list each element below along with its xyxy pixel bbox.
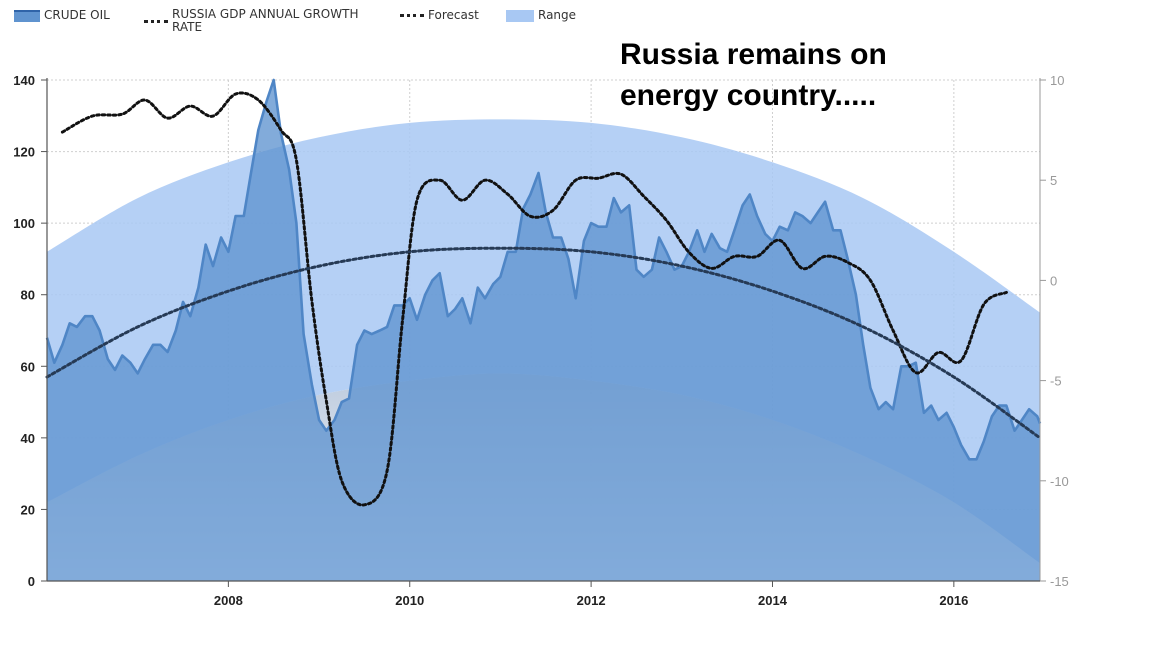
headline-line-1: Russia remains on (620, 38, 887, 71)
y-left-tick-label: 80 (21, 288, 35, 303)
crude-oil-area (47, 80, 1040, 581)
legend-label-gdp: RUSSIA GDP ANNUAL GROWTH RATE (172, 8, 358, 34)
y-right-tick-label: 10 (1050, 73, 1064, 88)
x-tick-label: 2016 (939, 593, 968, 608)
legend-label-gdp-line2: RATE (172, 20, 203, 34)
x-tick-label: 2008 (214, 593, 243, 608)
x-tick-label: 2014 (758, 593, 788, 608)
gdp-swatch (144, 19, 168, 23)
legend-label-range: Range (538, 8, 577, 22)
legend-item-forecast[interactable]: Forecast (400, 8, 479, 22)
legend-item-gdp[interactable]: RUSSIA GDP ANNUAL GROWTH RATE (144, 8, 358, 34)
legend-item-range[interactable]: Range (506, 8, 576, 22)
headline-line-2: energy country..... (620, 79, 877, 112)
y-left-tick-label: 60 (21, 359, 35, 374)
y-right-tick-label: 5 (1050, 173, 1057, 188)
y-right-tick-label: -15 (1050, 574, 1069, 589)
gdp-growth-line (60, 91, 1008, 507)
headline: Russia remains on energy country..... (620, 34, 887, 116)
x-tick-label: 2012 (577, 593, 606, 608)
axes: 0 20 40 60 80 100 120 140 -15 -10 -5 0 5 10 2008 2010 20… (13, 73, 1069, 608)
y-left-tick-label: 100 (13, 216, 35, 231)
legend-item-crude-oil[interactable]: CRUDE OIL (14, 8, 110, 22)
y-right-tick-label: 0 (1050, 273, 1057, 288)
legend-label-crude-oil: CRUDE OIL (44, 8, 110, 22)
y-left-tick-label: 40 (21, 431, 35, 446)
legend-label-gdp-line1: RUSSIA GDP ANNUAL GROWTH (172, 7, 359, 21)
y-right-tick-label: -10 (1050, 474, 1069, 489)
y-left-tick-label: 140 (13, 73, 35, 88)
range-swatch (506, 9, 534, 22)
forecast-swatch (400, 14, 424, 17)
y-left-tick-label: 20 (21, 502, 35, 517)
y-left-tick-label: 0 (28, 574, 35, 589)
x-tick-label: 2010 (395, 593, 424, 608)
crude-oil-line (45, 78, 1042, 461)
y-left-tick-label: 120 (13, 145, 35, 160)
y-right-tick-label: -5 (1050, 374, 1062, 389)
legend-label-forecast: Forecast (428, 8, 479, 22)
forecast-curve (45, 246, 1042, 440)
crude-oil-swatch (14, 9, 40, 22)
